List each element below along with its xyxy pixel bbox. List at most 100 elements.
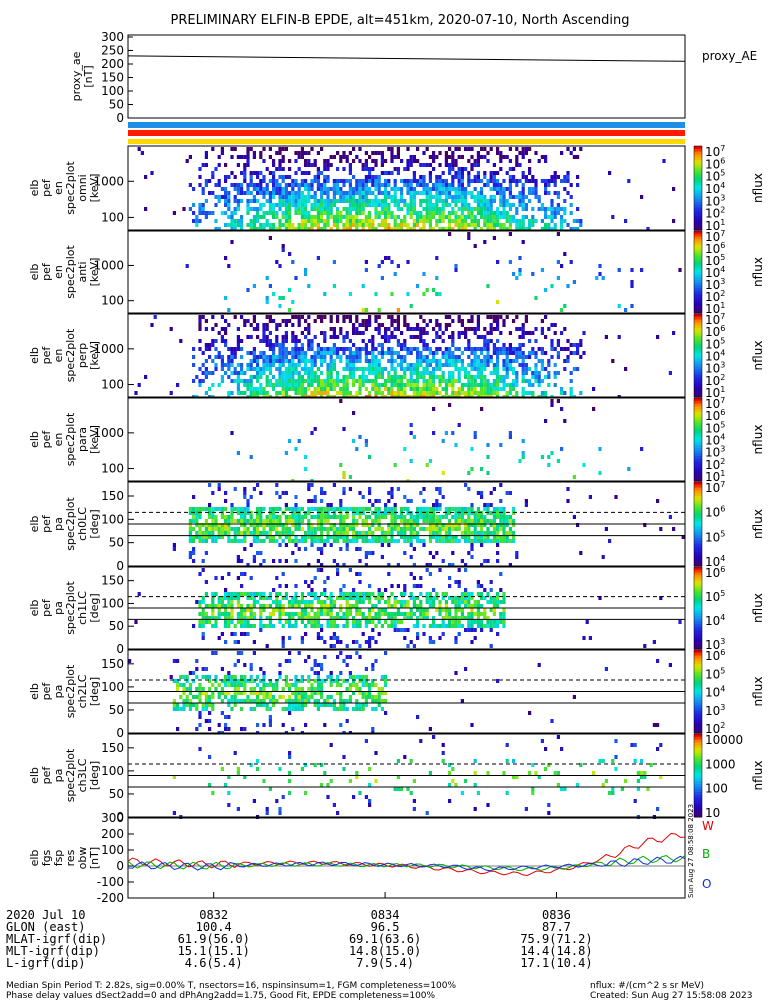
heatmap-cell bbox=[313, 391, 317, 395]
heatmap-cell bbox=[313, 371, 317, 375]
heatmap-cell bbox=[560, 264, 564, 268]
heatmap-cell bbox=[294, 612, 298, 616]
heatmap-cell bbox=[444, 183, 448, 187]
colorbar-segment bbox=[694, 577, 702, 582]
heatmap-cell bbox=[512, 523, 516, 527]
heatmap-cell bbox=[252, 347, 256, 351]
tick-exp: 7 bbox=[720, 144, 725, 153]
heatmap-cell bbox=[284, 596, 288, 600]
heatmap-cell bbox=[300, 535, 304, 539]
heatmap-cell bbox=[460, 331, 464, 335]
heatmap-cell bbox=[508, 183, 512, 187]
heatmap-cell bbox=[300, 387, 304, 391]
heatmap-cell bbox=[508, 491, 512, 495]
heatmap-cell bbox=[262, 203, 266, 207]
heatmap-cell bbox=[281, 175, 285, 179]
heatmap-cell bbox=[268, 620, 272, 624]
heatmap-cell bbox=[265, 199, 269, 203]
heatmap-cell bbox=[441, 523, 445, 527]
heatmap-cell bbox=[544, 391, 548, 395]
heatmap-cell bbox=[323, 292, 327, 296]
heatmap-cell bbox=[243, 572, 247, 576]
colorbar-segment bbox=[694, 560, 702, 564]
heatmap-cell bbox=[553, 347, 557, 351]
heatmap-cell bbox=[409, 211, 413, 215]
heatmap-cell bbox=[348, 608, 352, 612]
heatmap-cell bbox=[473, 375, 477, 379]
heatmap-cell bbox=[435, 179, 439, 183]
colorbar-segment bbox=[694, 171, 702, 175]
colorbar-segment bbox=[694, 291, 702, 295]
colorbar-segment bbox=[694, 304, 702, 309]
heatmap-cell bbox=[198, 604, 202, 608]
heatmap-cell bbox=[214, 323, 218, 327]
heatmap-cell bbox=[476, 616, 480, 620]
heatmap-cell bbox=[332, 523, 336, 527]
heatmap-cell bbox=[460, 367, 464, 371]
heatmap-cell bbox=[419, 351, 423, 355]
heatmap-cell bbox=[438, 175, 442, 179]
heatmap-cell bbox=[614, 495, 618, 499]
heatmap-cell bbox=[448, 227, 452, 231]
heatmap-cell bbox=[329, 163, 333, 167]
tick-base: 10 bbox=[705, 446, 720, 460]
heatmap-cell bbox=[368, 600, 372, 604]
heatmap-cell bbox=[377, 588, 381, 592]
heatmap-cell bbox=[230, 359, 234, 363]
panel-ylabel: elbpefpaspec2plotch0LC[deg] bbox=[28, 497, 101, 551]
heatmap-cell bbox=[441, 515, 445, 519]
heatmap-cell bbox=[412, 203, 416, 207]
heatmap-cell bbox=[323, 588, 327, 592]
heatmap-cell bbox=[284, 531, 288, 535]
heatmap-cell bbox=[358, 620, 362, 624]
heatmap-cell bbox=[505, 535, 509, 539]
heatmap-cell bbox=[451, 391, 455, 395]
heatmap-cell bbox=[572, 227, 576, 231]
heatmap-cell bbox=[316, 351, 320, 355]
heatmap-cell bbox=[441, 215, 445, 219]
heatmap-cell bbox=[195, 215, 199, 219]
heatmap-cell bbox=[492, 199, 496, 203]
heatmap-cell bbox=[380, 276, 384, 280]
heatmap-cell bbox=[368, 203, 372, 207]
heatmap-cell bbox=[316, 527, 320, 531]
heatmap-cell bbox=[336, 215, 340, 219]
heatmap-cell bbox=[579, 391, 583, 395]
heatmap-cell bbox=[355, 191, 359, 195]
heatmap-cell bbox=[432, 391, 436, 395]
heatmap-cell bbox=[467, 327, 471, 331]
heatmap-cell bbox=[473, 351, 477, 355]
heatmap-cell bbox=[217, 616, 221, 620]
heatmap-cell bbox=[345, 620, 349, 624]
heatmap-cell bbox=[467, 604, 471, 608]
heatmap-cell bbox=[512, 175, 516, 179]
heatmap-cell bbox=[528, 367, 532, 371]
heatmap-cell bbox=[435, 387, 439, 391]
heatmap-cell bbox=[240, 371, 244, 375]
heatmap-cell bbox=[598, 272, 602, 276]
heatmap-cell bbox=[457, 359, 461, 363]
heatmap-cell bbox=[483, 343, 487, 347]
heatmap-cell bbox=[448, 171, 452, 175]
heatmap-cell bbox=[540, 351, 544, 355]
heatmap-cell bbox=[534, 191, 538, 195]
heatmap-cell bbox=[534, 371, 538, 375]
heatmap-cell bbox=[396, 612, 400, 616]
heatmap-cell bbox=[265, 535, 269, 539]
heatmap-cell bbox=[396, 308, 400, 312]
colorbar-segment bbox=[694, 157, 702, 161]
heatmap-cell bbox=[240, 511, 244, 515]
heatmap-cell bbox=[515, 163, 519, 167]
heatmap-cell bbox=[230, 391, 234, 395]
heatmap-cell bbox=[406, 327, 410, 331]
heatmap-cell bbox=[284, 523, 288, 527]
heatmap-cell bbox=[288, 604, 292, 608]
heatmap-cell bbox=[496, 515, 500, 519]
heatmap-cell bbox=[422, 339, 426, 343]
heatmap-cell bbox=[457, 379, 461, 383]
heatmap-cell bbox=[291, 367, 295, 371]
heatmap-cell bbox=[476, 223, 480, 227]
heatmap-cell bbox=[470, 147, 474, 151]
heatmap-cell bbox=[268, 147, 272, 151]
heatmap-cell bbox=[342, 191, 346, 195]
